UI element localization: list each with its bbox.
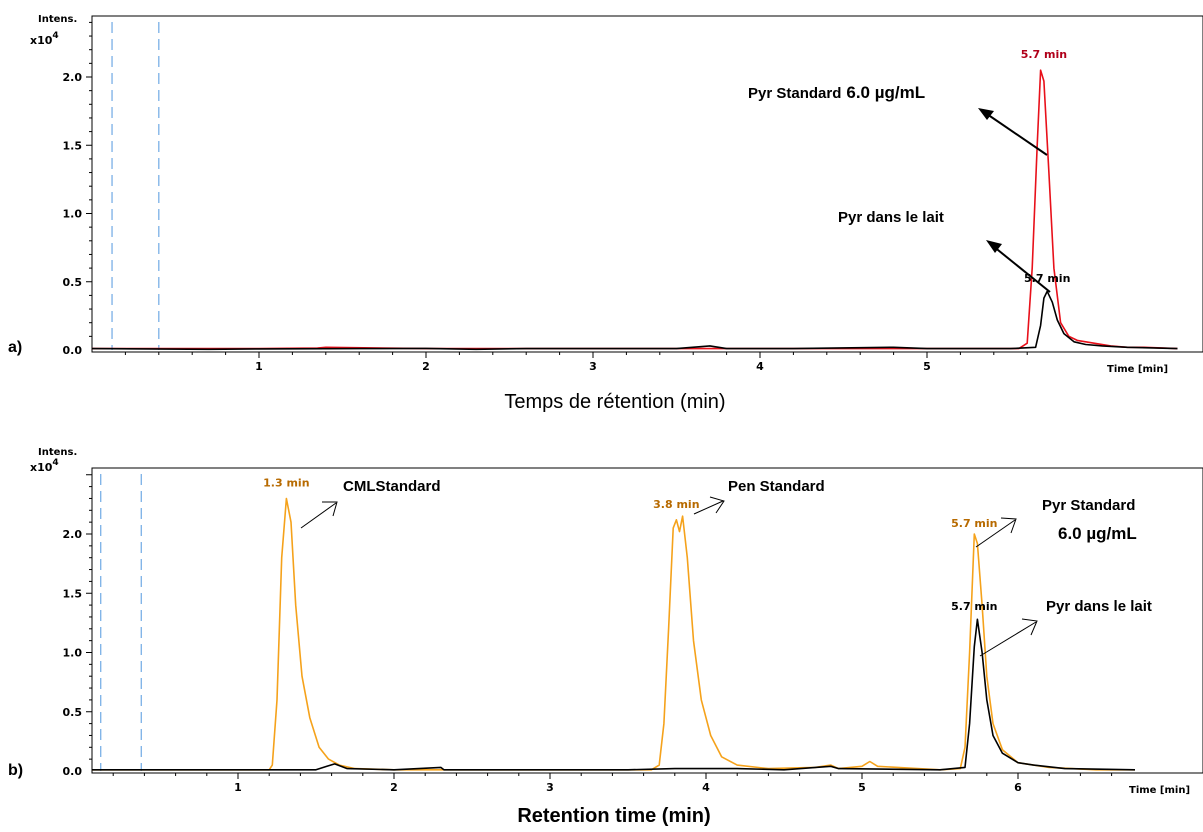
panel-a-y-unit: Intens. xyxy=(38,14,77,25)
panel-b-y-unit: Intens. xyxy=(38,447,77,458)
panel-a-plot-frame xyxy=(91,15,1203,353)
panel-b-x-axis-label: Time [min] xyxy=(1129,785,1190,796)
panel-b-arrow-cml xyxy=(300,501,338,529)
panel-a-x-tick-label-4: 4 xyxy=(756,360,764,373)
panel-b-x-tick-label-1: 1 xyxy=(234,781,242,794)
panel-b-y-tick-label-2.0: 2.0 xyxy=(63,528,83,541)
panel-a-y-exponent-label: x104 xyxy=(30,31,59,47)
panel-b-plot-frame xyxy=(91,467,1203,774)
panel-b-x-tick-label-6: 6 xyxy=(1014,781,1022,794)
panel-a-x-tick-label-2: 2 xyxy=(422,360,430,373)
panel-a-x-tick-label-5: 5 xyxy=(923,360,931,373)
panel-a-peak-label-0: 5.7 min xyxy=(1021,48,1067,61)
panel-b-y-exponent-label: x104 xyxy=(30,458,59,474)
panel-b-y-tick-label-1.5: 1.5 xyxy=(63,587,83,600)
panel-a-annotation-pyr-lait: Pyr dans le lait xyxy=(838,209,944,226)
panel-b-y-tick-label-0.0: 0.0 xyxy=(63,765,83,778)
panel-b-annotation-pyr-lait: Pyr dans le lait xyxy=(1046,598,1152,615)
panel-a-y-tick-label-1.0: 1.0 xyxy=(63,208,83,221)
panel-a-y-tick-label-2.0: 2.0 xyxy=(63,71,83,84)
panel-b-x-tick-label-5: 5 xyxy=(858,781,866,794)
panel-b-arrow-pyr-lait xyxy=(979,618,1038,657)
panel-a-letter: a) xyxy=(8,339,22,356)
panel-a-trace-red xyxy=(92,69,1178,350)
panel-b-annotation-pen: Pen Standard xyxy=(728,478,825,495)
panel-b-peak-label-1: 3.8 min xyxy=(653,498,699,511)
panel-b-arrow-pyr-standard xyxy=(975,517,1017,548)
panel-b-annotation-cml: CMLStandard xyxy=(343,478,441,495)
panel-b-peak-label-3: 5.7 min xyxy=(951,600,997,613)
panel-a: 1 2 3 4 5 0.0 0.5 1.0 1.5 2.0 5.7 min 5.7 min Inte… xyxy=(8,14,1203,413)
panel-b-arrow-pen xyxy=(693,496,725,515)
panel-a-x-title: Temps de rétention (min) xyxy=(504,391,725,413)
panel-a-x-axis-label: Time [min] xyxy=(1107,364,1168,375)
panel-b: 1 2 3 4 5 6 0.0 0.5 1.0 1.5 2.0 1.3 min 3.8 min 5.7 … xyxy=(8,447,1203,827)
panel-a-peak-label-1: 5.7 min xyxy=(1024,272,1070,285)
panel-b-annotation-pyr-standard-conc: 6.0 µg/mL xyxy=(1058,524,1137,543)
panel-b-y-tick-label-0.5: 0.5 xyxy=(63,706,83,719)
panel-b-peak-label-2: 5.7 min xyxy=(951,517,997,530)
panel-b-x-tick-label-2: 2 xyxy=(390,781,398,794)
panel-b-x-title: Retention time (min) xyxy=(517,805,710,827)
panel-a-x-tick-label-3: 3 xyxy=(589,360,597,373)
panel-a-arrow-pyr-standard xyxy=(978,108,1048,156)
panel-a-x-tick-label-1: 1 xyxy=(255,360,263,373)
panel-b-peak-label-0: 1.3 min xyxy=(263,477,309,490)
panel-a-y-tick-label-0.0: 0.0 xyxy=(63,344,83,357)
panel-a-annotation-pyr-standard: Pyr Standard 6.0 µg/mL xyxy=(748,83,925,102)
panel-b-trace-black xyxy=(92,618,1136,771)
panel-b-annotation-pyr-standard: Pyr Standard xyxy=(1042,497,1135,514)
panel-b-letter: b) xyxy=(8,762,23,779)
panel-b-x-tick-label-3: 3 xyxy=(546,781,554,794)
panel-b-trace-orange xyxy=(92,497,1135,771)
panel-a-trace-black xyxy=(91,290,1178,351)
panel-a-arrow-pyr-lait xyxy=(986,240,1051,293)
panel-a-y-tick-label-1.5: 1.5 xyxy=(63,139,83,152)
panel-b-x-tick-label-4: 4 xyxy=(702,781,710,794)
panel-a-y-tick-label-0.5: 0.5 xyxy=(63,276,83,289)
panel-b-y-tick-label-1.0: 1.0 xyxy=(63,647,83,660)
